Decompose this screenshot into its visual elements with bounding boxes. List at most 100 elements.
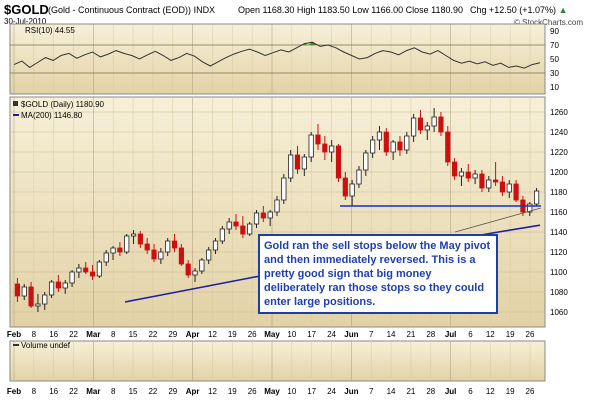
price-tick-label: 1120 xyxy=(550,248,568,257)
date-tick-label: 12 xyxy=(208,387,217,396)
date-tick-label: 22 xyxy=(148,330,157,339)
change-readout: Chg +12.50 (+1.07%) ▲ xyxy=(470,5,568,15)
date-tick-label: Feb xyxy=(7,330,21,339)
exchange-text: INDX xyxy=(193,5,216,15)
date-tick-label: 29 xyxy=(168,330,177,339)
date-tick-label: 6 xyxy=(468,330,473,339)
rsi-tick-label: 30 xyxy=(550,69,559,78)
date-tick-label: 8 xyxy=(32,330,37,339)
date-tick-label: 28 xyxy=(426,330,435,339)
date-tick-label: 21 xyxy=(406,330,415,339)
candle-body xyxy=(281,177,287,201)
date-tick-label: 15 xyxy=(129,387,138,396)
rsi-tick-label: 50 xyxy=(550,55,559,64)
price-tick-label: 1160 xyxy=(550,208,568,217)
chart-date: 30-Jul-2010 xyxy=(4,17,47,26)
date-tick-label: 10 xyxy=(287,330,296,339)
candle-body xyxy=(212,240,219,251)
date-tick-label: 6 xyxy=(468,387,473,396)
date-tick-label: 22 xyxy=(148,387,157,396)
candle-body xyxy=(397,141,403,151)
candle-body xyxy=(14,283,21,297)
legend-swatch-gold xyxy=(13,101,18,106)
volume-legend: Volume undef xyxy=(21,341,71,350)
candle-body xyxy=(472,173,478,179)
candle-body xyxy=(137,233,143,245)
rsi-tick-label: 70 xyxy=(550,41,559,50)
date-tick-label: 17 xyxy=(307,387,316,396)
date-tick-label: 17 xyxy=(307,330,316,339)
date-tick-label: 26 xyxy=(248,330,257,339)
date-tick-label: May xyxy=(264,387,280,396)
candle-body xyxy=(89,271,96,277)
price-tick-label: 1140 xyxy=(550,228,568,237)
rsi-tick-label: 10 xyxy=(550,83,559,92)
candle-body xyxy=(274,199,280,213)
candle-body xyxy=(411,117,417,137)
candle-body xyxy=(342,177,348,197)
rsi-line xyxy=(13,41,541,69)
rsi-overbought-fill xyxy=(300,42,317,45)
candle-body xyxy=(185,263,191,276)
price-legend: $GOLD (Daily) 1180.90 xyxy=(21,100,105,109)
date-tick-label: Mar xyxy=(86,387,100,396)
date-tick-label: May xyxy=(264,330,280,339)
price-tick-label: 1260 xyxy=(550,108,568,117)
candle-body xyxy=(192,270,198,276)
rsi-panel xyxy=(9,23,546,95)
candle-body xyxy=(178,247,184,265)
date-tick-label: 26 xyxy=(526,387,535,396)
candle-body xyxy=(21,286,27,297)
rsi-tick-label: 90 xyxy=(550,27,559,36)
date-tick-label: 16 xyxy=(49,330,58,339)
date-tick-label: 12 xyxy=(486,330,495,339)
candle-body xyxy=(479,173,485,189)
date-tick-label: 14 xyxy=(387,330,396,339)
candle-body xyxy=(103,252,109,263)
candle-body xyxy=(431,116,437,127)
candle-body xyxy=(363,152,369,171)
candle-body xyxy=(506,183,512,193)
candle-body xyxy=(62,282,68,289)
trendline xyxy=(454,207,542,233)
date-tick-label: Mar xyxy=(86,330,100,339)
candle-body xyxy=(165,240,171,253)
candle-body xyxy=(199,259,205,272)
candle-body xyxy=(247,223,253,235)
date-tick-label: 16 xyxy=(49,387,58,396)
candle-body xyxy=(48,281,55,296)
price-tick-label: 1220 xyxy=(550,148,568,157)
candle-body xyxy=(83,267,89,273)
date-tick-label: 26 xyxy=(248,387,257,396)
chart-symbol: $GOLD xyxy=(4,2,49,17)
candle-body xyxy=(253,212,260,225)
candle-body xyxy=(452,161,458,177)
rsi-legend: RSI(10) 44.55 xyxy=(25,26,75,35)
date-tick-label: 24 xyxy=(327,330,336,339)
date-tick-label: 8 xyxy=(111,387,116,396)
candle-body xyxy=(130,233,137,237)
date-tick-label: 19 xyxy=(506,330,515,339)
candle-body xyxy=(151,249,157,260)
candle-body xyxy=(28,286,34,307)
candle-body xyxy=(110,247,116,254)
date-tick-label: 8 xyxy=(32,387,37,396)
date-tick-label: 19 xyxy=(506,387,515,396)
date-tick-label: 21 xyxy=(406,387,415,396)
candle-body xyxy=(158,251,164,260)
date-tick-label: 7 xyxy=(369,387,374,396)
candle-body xyxy=(329,145,335,153)
candle-body xyxy=(424,125,430,131)
candle-body xyxy=(376,131,383,141)
candle-body xyxy=(124,235,130,253)
price-tick-label: 1240 xyxy=(550,128,568,137)
date-tick-label: 10 xyxy=(287,387,296,396)
candle-body xyxy=(513,183,519,201)
candle-body xyxy=(240,225,246,235)
date-tick-label: Jul xyxy=(445,330,457,339)
date-tick-label: Apr xyxy=(186,330,200,339)
candle-body xyxy=(356,169,362,185)
candle-body xyxy=(171,240,178,249)
date-tick-label: 28 xyxy=(426,387,435,396)
candle-body xyxy=(404,135,410,151)
